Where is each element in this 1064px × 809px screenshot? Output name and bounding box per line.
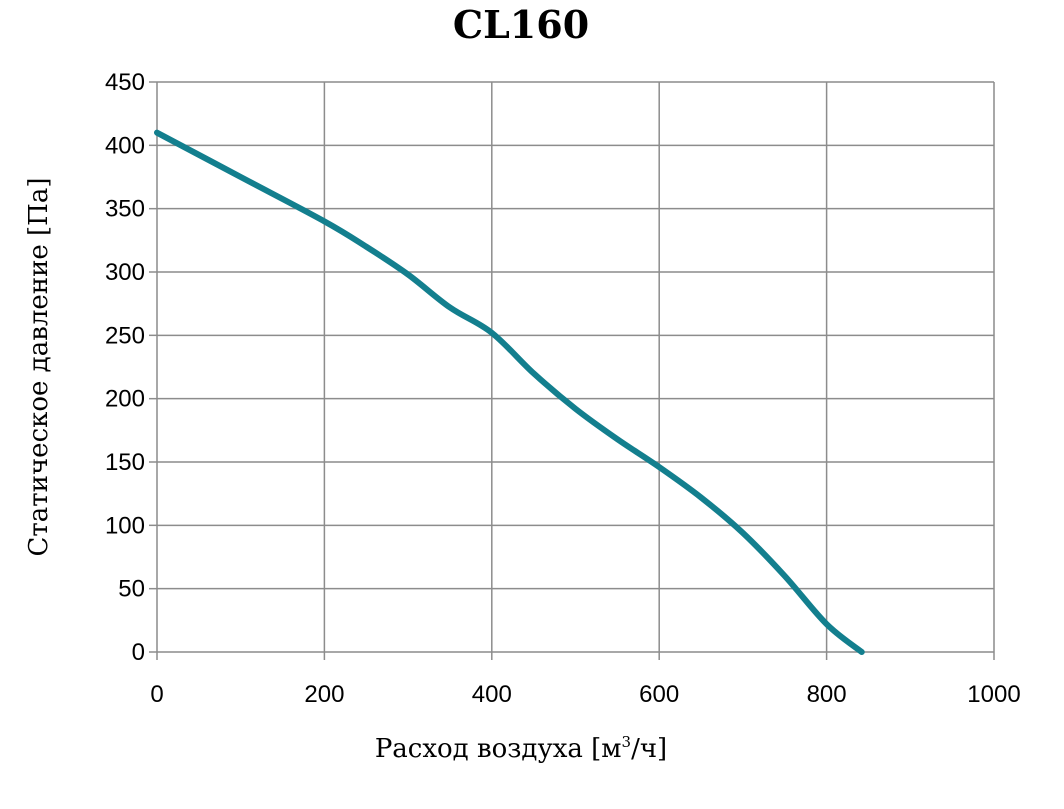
y-tick-label: 100 — [105, 512, 145, 539]
x-tick-label: 1000 — [967, 681, 1020, 708]
chart-title: CL160 — [453, 2, 589, 47]
y-tick-label: 250 — [105, 322, 145, 349]
x-axis-ticks: 0 200 400 600 800 1000 — [150, 681, 1020, 708]
y-tick-label: 450 — [105, 69, 145, 96]
x-tick-label: 400 — [472, 681, 512, 708]
grid — [149, 81, 995, 660]
series-line — [154, 129, 865, 655]
x-tick-label: 600 — [639, 681, 679, 708]
y-tick-label: 50 — [118, 576, 145, 603]
x-axis-label: Расход воздуха [м3/ч] — [375, 733, 667, 764]
y-tick-label: 0 — [132, 639, 145, 666]
x-tick-label: 0 — [150, 681, 163, 708]
x-tick-label: 800 — [807, 681, 847, 708]
series-layer — [154, 129, 865, 655]
y-tick-label: 400 — [105, 132, 145, 159]
y-axis-ticks: 0 50 100 150 200 250 300 350 400 450 — [105, 69, 145, 666]
x-tick-label: 200 — [304, 681, 344, 708]
y-tick-label: 300 — [105, 259, 145, 286]
y-tick-label: 150 — [105, 449, 145, 476]
y-tick-label: 350 — [105, 196, 145, 223]
y-axis-label: Статическое давление [Па] — [24, 177, 54, 556]
y-tick-label: 200 — [105, 386, 145, 413]
